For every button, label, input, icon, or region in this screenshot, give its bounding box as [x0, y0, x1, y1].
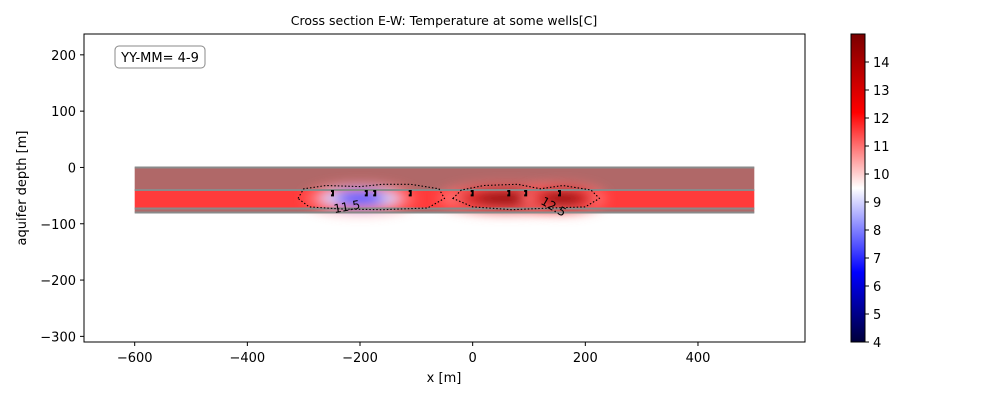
x-tick-label: 0	[469, 351, 477, 366]
contour-label: 11.5	[333, 198, 362, 216]
well-marker	[524, 189, 528, 197]
chart-title: Cross section E-W: Temperature at some w…	[291, 13, 598, 28]
y-tick-label: −300	[40, 330, 76, 345]
well-marker	[470, 189, 474, 197]
colorbar-tick-label: 6	[873, 280, 881, 295]
y-axis-label: aquifer depth [m]	[15, 131, 30, 246]
colorbar-tick-label: 14	[873, 56, 890, 71]
colorbar-gradient	[850, 33, 866, 343]
y-tick-label: 100	[51, 105, 76, 120]
plot-area: 11.5 12.5	[134, 166, 755, 220]
colorbar-tick-label: 5	[873, 308, 881, 323]
y-tick-label: 0	[68, 161, 76, 176]
y-axis: 200 100 0 −100 −200 −300	[40, 49, 84, 345]
x-tick-label: 400	[686, 351, 711, 366]
y-tick-label: −200	[40, 274, 76, 289]
colorbar-tick-label: 4	[873, 336, 881, 351]
well-marker	[557, 189, 561, 197]
colorbar: 4 5 6 7 8 9 10 11 12 13 14	[850, 33, 890, 351]
x-tick-label: −200	[342, 351, 378, 366]
x-tick-label: −400	[229, 351, 265, 366]
x-tick-label: 200	[573, 351, 598, 366]
well-marker	[408, 189, 412, 197]
colorbar-ticks: 4 5 6 7 8 9 10 11 12 13 14	[865, 56, 890, 351]
x-axis: −600 −400 −200 0 200 400	[117, 342, 711, 366]
colorbar-tick-label: 12	[873, 112, 890, 127]
x-axis-label: x [m]	[427, 371, 462, 386]
colorbar-tick-label: 10	[873, 168, 890, 183]
temperature-anomaly	[519, 184, 607, 213]
date-annotation: YY-MM= 4-9	[120, 51, 199, 66]
colorbar-tick-label: 13	[873, 84, 890, 99]
well-marker	[330, 189, 334, 197]
contour-line	[297, 183, 446, 211]
aquifer-layer	[134, 208, 755, 213]
date-annotation-box: YY-MM= 4-9	[114, 45, 206, 69]
colorbar-tick-label: 8	[873, 224, 881, 239]
y-tick-label: −100	[40, 218, 76, 233]
colorbar-tick-label: 11	[873, 140, 890, 155]
colorbar-tick-label: 9	[873, 196, 881, 211]
well-marker	[507, 189, 511, 197]
well-marker	[373, 189, 377, 197]
plot-frame	[83, 33, 806, 343]
well-marker	[364, 189, 368, 197]
y-tick-label: 200	[51, 49, 76, 64]
aquifer-layer	[134, 167, 755, 190]
colorbar-tick-label: 7	[873, 252, 881, 267]
x-tick-label: −600	[117, 351, 153, 366]
